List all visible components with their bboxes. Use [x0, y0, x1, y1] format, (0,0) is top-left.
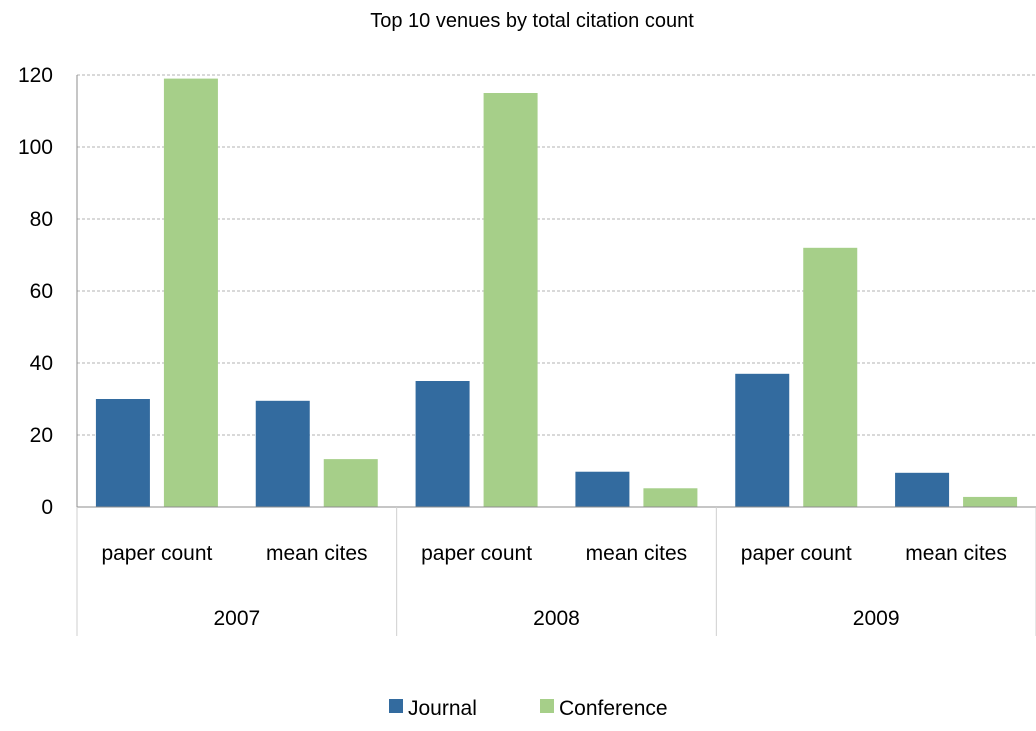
x-category-label: paper count	[421, 542, 532, 565]
bar-conference	[323, 459, 378, 507]
y-tick-label: 100	[18, 136, 53, 159]
bar-journal	[95, 399, 150, 507]
x-category-label: paper count	[101, 542, 212, 565]
y-tick-label: 40	[30, 352, 53, 375]
x-category-label: paper count	[741, 542, 852, 565]
legend-swatch-journal	[389, 699, 403, 713]
x-category-label: mean cites	[905, 542, 1007, 565]
y-tick-label: 20	[30, 424, 53, 447]
bar-journal	[415, 381, 470, 507]
legend: Journal Conference	[389, 697, 668, 720]
bar-journal	[575, 471, 630, 507]
bar-conference	[803, 247, 858, 508]
y-tick-label: 0	[41, 496, 53, 519]
bar-journal	[255, 400, 310, 507]
x-category-label: mean cites	[586, 542, 688, 565]
bars	[95, 78, 1018, 508]
bar-conference	[643, 488, 698, 507]
chart-title: Top 10 venues by total citation count	[370, 10, 694, 32]
x-group-label: 2008	[533, 607, 580, 630]
bar-conference	[963, 496, 1018, 507]
gridlines	[77, 74, 1036, 436]
legend-label-journal: Journal	[408, 697, 477, 720]
y-tick-label: 120	[18, 64, 53, 87]
y-tick-label: 60	[30, 280, 53, 303]
bar-conference	[163, 78, 218, 507]
x-group-label: 2009	[853, 607, 900, 630]
bar-journal	[735, 373, 790, 507]
bar-journal	[895, 472, 950, 507]
y-axis-ticks: 0 20 40 60 80 100 120	[18, 64, 53, 519]
legend-label-conference: Conference	[559, 697, 668, 720]
y-tick-label: 80	[30, 208, 53, 231]
legend-swatch-conference	[540, 699, 554, 713]
x-category-label: mean cites	[266, 542, 368, 565]
x-group-label: 2007	[213, 607, 260, 630]
x-axis: paper count mean cites paper count mean cit…	[76, 75, 1036, 636]
bar-conference	[483, 93, 538, 507]
